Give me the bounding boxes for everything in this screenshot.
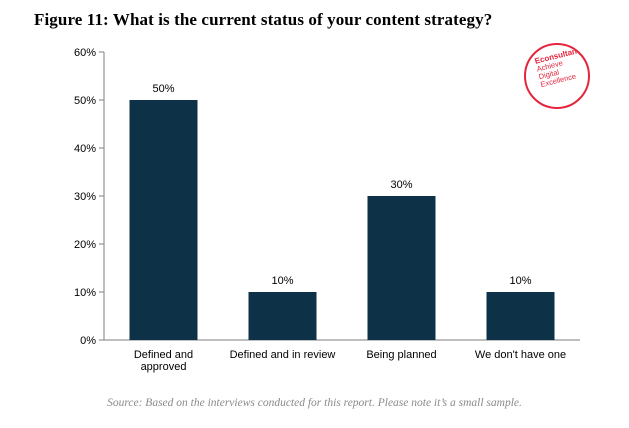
econsultancy-logo: Econsultancy Achieve Digital Excellence	[524, 43, 590, 109]
data-label: 10%	[509, 275, 531, 287]
bar	[367, 196, 436, 340]
chart-title: Figure 11: What is the current status of…	[34, 10, 493, 29]
x-tick-label: Defined and approved	[134, 349, 193, 373]
x-tick-label: Being planned	[366, 349, 436, 361]
bar	[486, 292, 555, 340]
data-label: 10%	[271, 275, 293, 287]
x-tick-label-line: approved	[141, 361, 187, 373]
y-tick-label: 10%	[74, 287, 96, 299]
y-tick-label: 20%	[74, 239, 96, 251]
x-tick-label-line: Defined and	[134, 349, 193, 361]
bar	[129, 100, 198, 340]
y-tick-label: 0%	[80, 335, 96, 347]
x-tick-label-line: We don't have one	[475, 349, 566, 361]
data-label: 30%	[390, 179, 412, 191]
source-note: Source: Based on the interviews conducte…	[107, 397, 522, 409]
y-tick-label: 30%	[74, 191, 96, 203]
x-tick-label: We don't have one	[475, 349, 566, 361]
x-tick-label-line: Being planned	[366, 349, 436, 361]
y-tick-label: 50%	[74, 95, 96, 107]
x-tick-label: Defined and in review	[230, 349, 336, 361]
y-tick-label: 60%	[74, 47, 96, 59]
data-label: 50%	[152, 83, 174, 95]
y-tick-label: 40%	[74, 143, 96, 155]
x-tick-label-line: Defined and in review	[230, 349, 336, 361]
bar	[248, 292, 317, 340]
